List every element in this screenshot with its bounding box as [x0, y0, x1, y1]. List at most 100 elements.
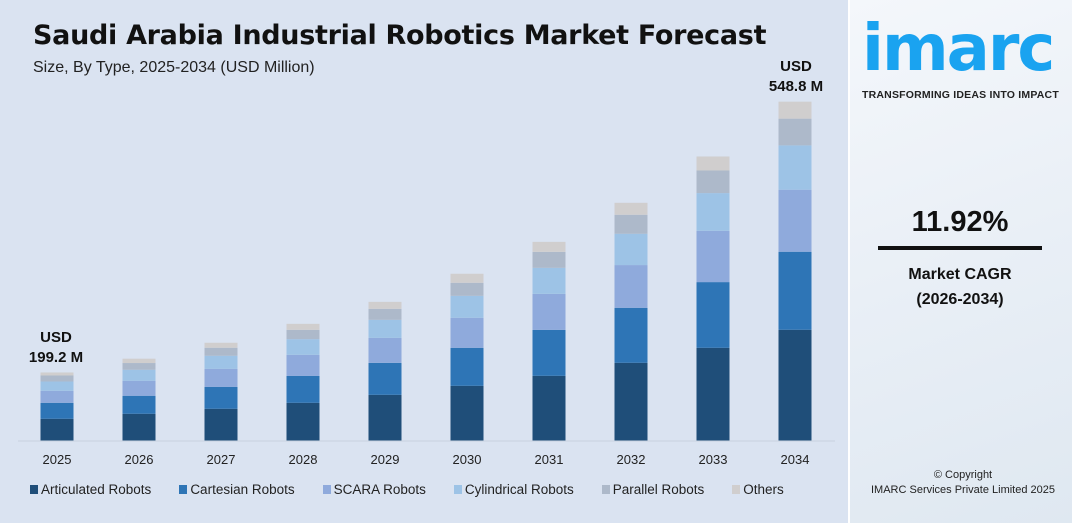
chart-legend: Articulated Robots Cartesian Robots SCARA …	[30, 482, 812, 497]
bar-segment-2029-1	[368, 362, 402, 395]
legend-label: Parallel Robots	[612, 482, 705, 497]
legend-swatch	[732, 485, 741, 494]
cagr-period: (2026-2034)	[916, 291, 1004, 308]
bar-segment-2028-1	[286, 375, 320, 403]
legend-swatch	[322, 485, 331, 494]
bar-segment-2033-4	[696, 170, 730, 194]
bar-segment-2032-2	[614, 265, 648, 308]
bar-segment-2028-4	[286, 329, 320, 340]
legend-swatch	[30, 485, 38, 494]
cagr-value: 11.92%	[911, 206, 1009, 238]
legend-swatch	[601, 485, 610, 494]
bar-segment-2029-3	[368, 319, 402, 338]
bar-segment-2026-1	[122, 395, 156, 414]
bar-segment-2026-3	[122, 369, 156, 381]
legend-label: Articulated Robots	[41, 482, 152, 497]
legend-item: Cartesian Robots	[179, 482, 295, 497]
bar-segment-2028-2	[286, 354, 320, 376]
bar-segment-2032-1	[614, 307, 648, 363]
bar-segment-2030-3	[450, 295, 484, 318]
x-tick-label: 2028	[289, 452, 318, 467]
bar-segment-2034-1	[778, 251, 812, 330]
legend-item: SCARA Robots	[322, 482, 426, 497]
legend-label: Cylindrical Robots	[464, 482, 574, 497]
bar-segment-2027-2	[204, 368, 238, 387]
legend-item: Others	[732, 482, 784, 497]
bar-segment-2032-4	[614, 214, 648, 234]
bar-segment-2030-2	[450, 317, 484, 348]
brand-tagline: TRANSFORMING IDEAS INTO IMPACT	[862, 89, 1059, 101]
stacked-bar-chart: 2025 2026 2027 2028 2029 2030 2031 2032 2033 2034	[18, 101, 835, 467]
bar-segment-2029-0	[368, 394, 402, 441]
bar-segment-2026-0	[122, 413, 156, 441]
bar-segment-2033-0	[696, 347, 730, 441]
legend-swatch	[453, 485, 462, 494]
chart-subtitle: Size, By Type, 2025-2034 (USD Million)	[33, 59, 315, 76]
bar-segment-2027-0	[204, 408, 238, 441]
x-tick-label: 2030	[453, 452, 482, 467]
start-annotation-value: 199.2 M	[28, 349, 84, 366]
bar-segment-2033-2	[696, 230, 730, 283]
bar-segment-2032-5	[614, 202, 648, 215]
bar-segment-2027-5	[204, 342, 238, 348]
bar-segment-2031-3	[532, 267, 566, 294]
x-tick-label: 2026	[125, 452, 154, 467]
legend-item: Parallel Robots	[601, 482, 705, 497]
bar-segment-2031-0	[532, 375, 566, 441]
brand-panel	[848, 0, 1072, 523]
legend-label: Others	[743, 482, 784, 497]
bar-segment-2028-3	[286, 339, 320, 355]
legend-item: Cylindrical Robots	[453, 482, 574, 497]
chart-title: Saudi Arabia Industrial Robotics Market …	[33, 20, 767, 51]
bar-segment-2031-2	[532, 293, 566, 330]
company-name: IMARC Services Private Limited 2025	[870, 484, 1055, 496]
bar-segment-2034-5	[778, 101, 812, 119]
cagr-label-block: Market CAGR (2026-2034)	[878, 262, 1042, 312]
bar-segment-2026-2	[122, 380, 156, 396]
bar-segment-2029-5	[368, 301, 402, 309]
imarc-logo: imarc	[862, 12, 1055, 86]
bar-segment-2031-5	[532, 241, 566, 252]
end-annotation-value: 548.8 M	[768, 78, 824, 95]
end-value-annotation: USD 548.8 M	[752, 57, 840, 97]
bar-segment-2034-4	[778, 118, 812, 146]
bar-segment-2026-5	[122, 358, 156, 364]
x-tick-label: 2031	[535, 452, 564, 467]
end-annotation-currency: USD	[780, 58, 812, 75]
bar-segment-2025-1	[40, 402, 74, 419]
legend-label: SCARA Robots	[333, 482, 426, 497]
bar-segment-2031-1	[532, 329, 566, 376]
cagr-divider	[878, 246, 1042, 250]
bar-segment-2025-3	[40, 381, 74, 391]
bar-segment-2027-4	[204, 347, 238, 356]
bar-segment-2025-5	[40, 372, 74, 376]
cagr-label: Market CAGR	[908, 266, 1012, 283]
bar-segment-2030-0	[450, 385, 484, 441]
bar-segment-2033-3	[696, 193, 730, 231]
bar-segment-2034-0	[778, 329, 812, 441]
x-tick-label: 2034	[781, 452, 810, 467]
bar-segment-2030-5	[450, 273, 484, 283]
copyright-block: © Copyright IMARC Services Private Limit…	[858, 468, 1068, 498]
bar-segment-2027-3	[204, 355, 238, 369]
bar-segment-2030-1	[450, 347, 484, 386]
bar-segment-2028-5	[286, 323, 320, 330]
bar-segment-2028-0	[286, 402, 320, 441]
legend-label: Cartesian Robots	[190, 482, 295, 497]
x-tick-label: 2025	[43, 452, 72, 467]
bar-segment-2029-4	[368, 308, 402, 320]
bar-segment-2034-2	[778, 189, 812, 252]
bar-segment-2031-4	[532, 251, 566, 268]
bar-segment-2030-4	[450, 282, 484, 296]
bar-segment-2026-4	[122, 363, 156, 370]
bar-segment-2032-0	[614, 362, 648, 441]
bar-segment-2025-2	[40, 390, 74, 403]
bar-segment-2027-1	[204, 386, 238, 409]
x-tick-label: 2033	[699, 452, 728, 467]
legend-swatch	[179, 485, 188, 494]
bar-segment-2025-0	[40, 418, 74, 441]
bar-segment-2025-4	[40, 375, 74, 382]
x-tick-label: 2027	[207, 452, 236, 467]
copyright-text: © Copyright	[933, 469, 993, 481]
start-annotation-currency: USD	[40, 329, 72, 346]
